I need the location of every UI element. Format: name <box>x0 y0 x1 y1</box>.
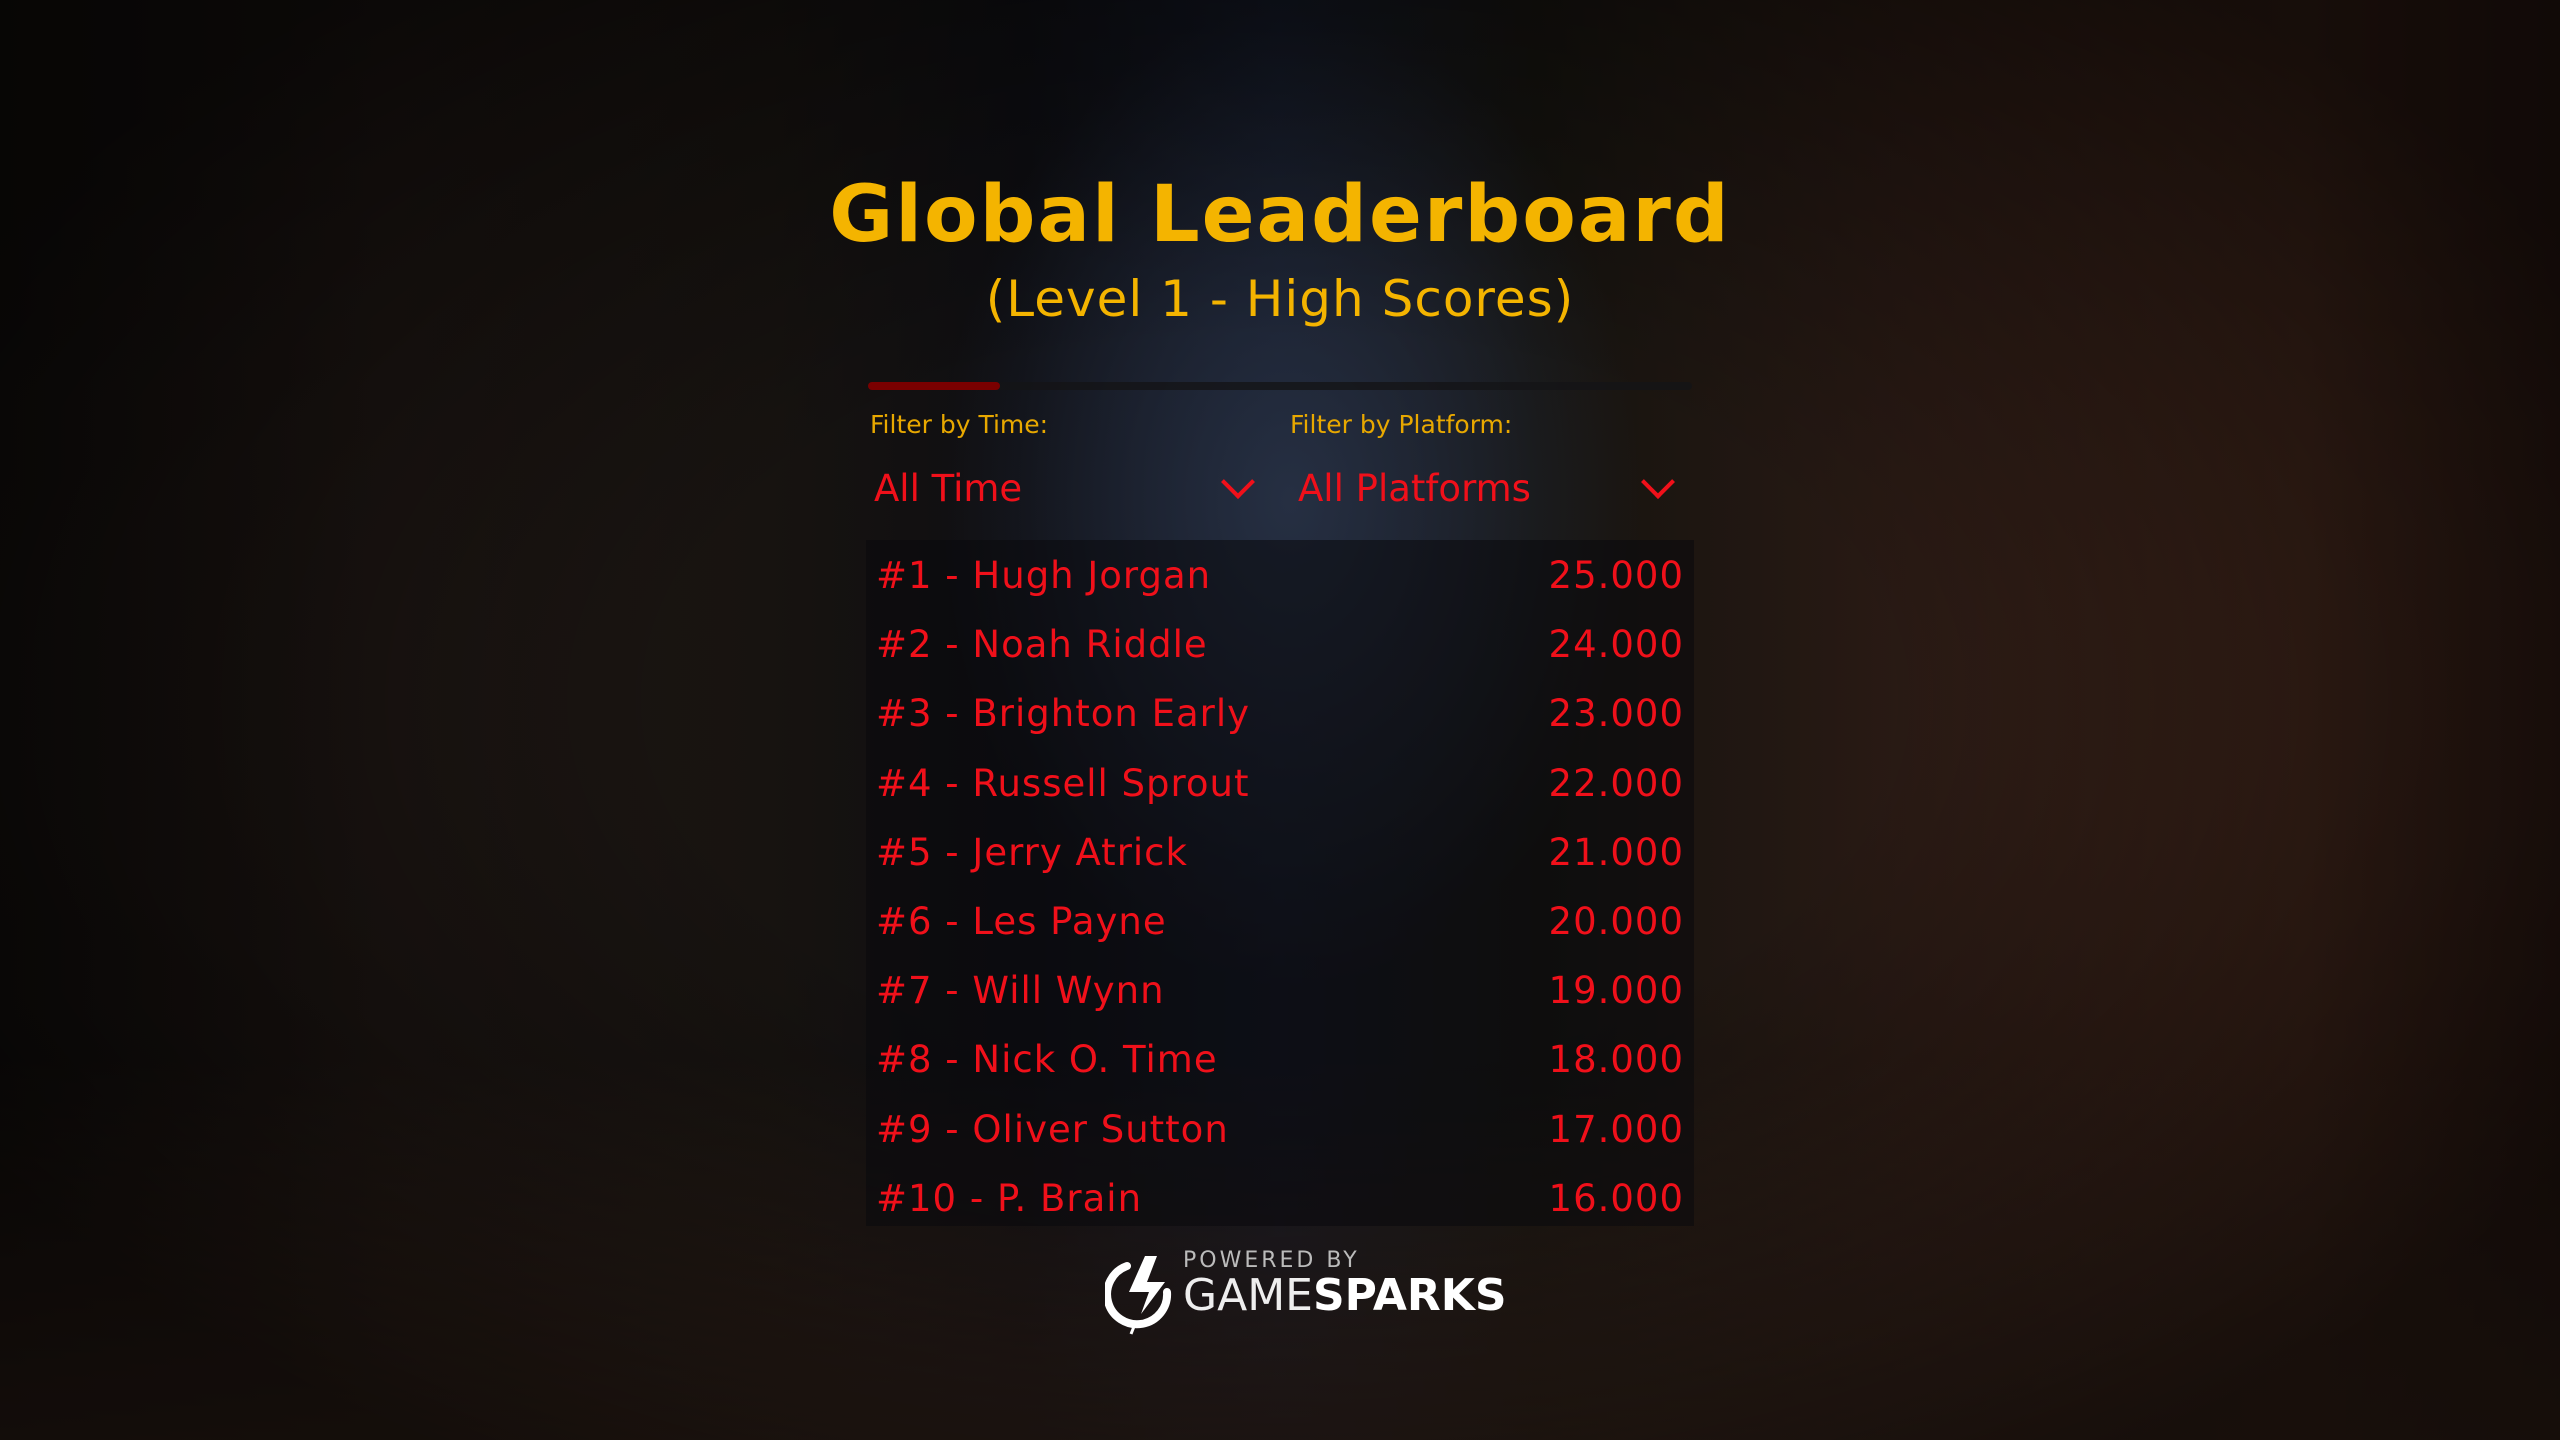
leaderboard-row: #1 - Hugh Jorgan 25.000 <box>876 541 1684 610</box>
progress-bar <box>868 382 1692 390</box>
leaderboard-row: #10 - P. Brain 16.000 <box>876 1164 1684 1233</box>
player-entry: #10 - P. Brain <box>876 1176 1143 1220</box>
player-score: 17.000 <box>1548 1107 1684 1151</box>
leaderboard-row: #7 - Will Wynn 19.000 <box>876 956 1684 1025</box>
player-entry: #8 - Nick O. Time <box>876 1038 1218 1082</box>
player-entry: #9 - Oliver Sutton <box>876 1107 1229 1151</box>
chevron-down-icon <box>1221 465 1255 499</box>
leaderboard-row: #9 - Oliver Sutton 17.000 <box>876 1095 1684 1164</box>
leaderboard-row: #2 - Noah Riddle 24.000 <box>876 610 1684 679</box>
player-score: 16.000 <box>1548 1176 1684 1220</box>
page-title: Global Leaderboard <box>829 170 1731 260</box>
player-entry: #6 - Les Payne <box>876 900 1167 943</box>
player-score: 25.000 <box>1548 554 1684 597</box>
leaderboard-row: #4 - Russell Sprout 22.000 <box>876 749 1684 818</box>
player-entry: #2 - Noah Riddle <box>876 623 1208 667</box>
player-score: 19.000 <box>1548 969 1684 1013</box>
player-entry: #1 - Hugh Jorgan <box>876 554 1212 597</box>
filter-platform-value: All Platforms <box>1298 466 1531 510</box>
leaderboard-row: #8 - Nick O. Time 18.000 <box>876 1025 1684 1094</box>
leaderboard-row: #3 - Brighton Early 23.000 <box>876 679 1684 748</box>
player-score: 22.000 <box>1548 761 1684 805</box>
player-entry: #7 - Will Wynn <box>876 969 1165 1013</box>
gamesparks-bolt-icon <box>1105 1256 1172 1335</box>
player-entry: #4 - Russell Sprout <box>876 761 1250 805</box>
player-entry: #5 - Jerry Atrick <box>876 830 1188 874</box>
page-subtitle: (Level 1 - High Scores) <box>985 270 1575 328</box>
player-score: 24.000 <box>1548 623 1684 667</box>
powered-by-text: POWERED BY <box>1183 1248 1360 1273</box>
player-score: 18.000 <box>1548 1038 1684 1082</box>
filter-time-dropdown[interactable]: All Time <box>874 460 1260 516</box>
gamesparks-logo: POWERED BY GAMESPARKS <box>1105 1248 1507 1338</box>
filter-platform-label: Filter by Platform: <box>1290 410 1513 439</box>
filter-platform-dropdown[interactable]: All Platforms <box>1298 460 1680 516</box>
player-score: 20.000 <box>1548 900 1684 943</box>
leaderboard-row: #6 - Les Payne 20.000 <box>876 887 1684 956</box>
filter-time-label: Filter by Time: <box>870 410 1049 439</box>
player-score: 21.000 <box>1548 830 1684 874</box>
progress-bar-fill <box>868 382 1000 390</box>
chevron-down-icon <box>1641 465 1675 499</box>
player-entry: #3 - Brighton Early <box>876 692 1251 736</box>
leaderboard-list: #1 - Hugh Jorgan 25.000 #2 - Noah Riddle 24… <box>866 540 1694 1226</box>
player-score: 23.000 <box>1548 692 1684 736</box>
leaderboard-row: #5 - Jerry Atrick 21.000 <box>876 818 1684 887</box>
brand-name: GAMESPARKS <box>1183 1270 1507 1321</box>
filter-time-value: All Time <box>874 466 1023 510</box>
